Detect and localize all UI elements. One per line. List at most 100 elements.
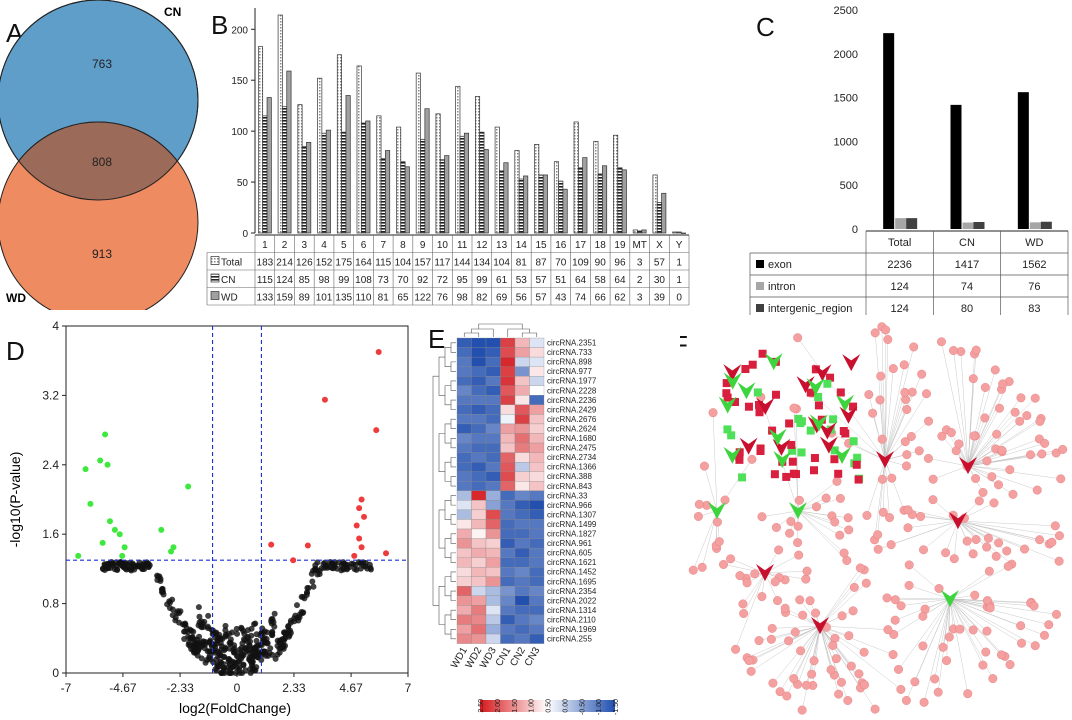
- d-up-point: [361, 513, 368, 520]
- e-cell: [529, 586, 545, 596]
- f-mirna-node: [980, 382, 990, 392]
- f-gene-arrow: [723, 446, 742, 464]
- f-mirna-node: [992, 429, 1002, 439]
- e-color-legend: [480, 700, 615, 712]
- f-mirna-node: [902, 405, 912, 414]
- b-ytick-label: 100: [231, 127, 248, 138]
- b-bar-cn: [420, 138, 426, 234]
- d-down-point: [102, 431, 109, 438]
- d-xtick-label: 0: [234, 681, 241, 695]
- b-bar-total: [652, 174, 658, 234]
- f-mirna-node: [1050, 521, 1060, 531]
- e-cell: [500, 395, 516, 406]
- e-row-label: circRNA.605: [547, 549, 592, 558]
- e-cell: [485, 576, 501, 587]
- b-table-value: 157: [414, 258, 431, 269]
- f-mirna-node: [870, 328, 880, 338]
- f-mirna-node: [1054, 556, 1064, 566]
- f-gene-arrow: [835, 394, 854, 412]
- b-bar-total: [396, 126, 402, 234]
- b-bar-total: [297, 104, 303, 234]
- b-bar-total: [613, 134, 619, 234]
- f-mirna-node: [708, 408, 718, 418]
- f-gene-arrow: [809, 414, 828, 432]
- e-cell: [485, 471, 501, 482]
- e-row-label: circRNA.1314: [547, 606, 597, 615]
- d-up-point: [358, 496, 365, 503]
- b-category-label: 7: [380, 240, 386, 251]
- f-mirna-node: [991, 551, 1001, 561]
- e-row-label: circRNA.977: [547, 367, 592, 376]
- b-bar-cn: [676, 231, 682, 234]
- e-cell: [485, 567, 501, 577]
- e-cell: [485, 423, 501, 434]
- b-category-label: MT: [632, 240, 646, 251]
- f-mirna-node: [801, 680, 811, 690]
- f-mirna-node: [1008, 489, 1018, 499]
- f-mirna-node: [909, 342, 919, 352]
- e-col-label: CN3: [523, 645, 543, 668]
- f-circrna-node: [758, 349, 767, 358]
- e-cell: [456, 528, 472, 539]
- b-bar-total: [593, 140, 599, 234]
- e-cell: [514, 605, 530, 616]
- b-table-value: 57: [535, 293, 547, 304]
- e-cell: [485, 337, 501, 348]
- b-bar-total: [258, 46, 264, 234]
- b-table-value: 89: [299, 293, 311, 304]
- f-mirna-node: [968, 374, 978, 384]
- f-mirna-node: [795, 595, 805, 605]
- f-mirna-node: [1029, 601, 1039, 611]
- e-row-label: circRNA.961: [547, 539, 592, 548]
- f-mirna-node: [983, 533, 993, 543]
- f-mirna-node: [985, 603, 995, 613]
- f-mirna-node: [904, 580, 914, 590]
- e-row-label: circRNA.1680: [547, 434, 597, 443]
- e-cell: [529, 347, 545, 358]
- c-bar-intergenic_region: [1040, 221, 1052, 229]
- f-mirna-node: [933, 687, 943, 697]
- e-cell: [514, 538, 530, 549]
- e-cell: [529, 471, 545, 482]
- b-bar-wd: [621, 169, 627, 234]
- f-circrna-node: [727, 431, 736, 440]
- e-cell: [500, 452, 516, 463]
- b-bar-cn: [617, 167, 623, 234]
- e-row-label: circRNA.966: [547, 501, 592, 510]
- d-up-point: [373, 427, 380, 434]
- f-mirna-node: [946, 428, 956, 437]
- b-table-value: 99: [476, 275, 488, 286]
- f-mirna-node: [835, 493, 845, 503]
- e-row-label: circRNA.1969: [547, 625, 597, 634]
- f-mirna-node: [821, 493, 831, 503]
- b-category-label: Y: [676, 240, 683, 251]
- e-cell: [485, 547, 501, 558]
- b-table-value: 115: [375, 258, 391, 269]
- f-circrna-node: [826, 373, 835, 382]
- c-bar-exon: [1017, 92, 1029, 230]
- e-cell: [514, 471, 530, 482]
- f-mirna-node: [742, 578, 752, 588]
- b-table-value: 152: [316, 258, 333, 269]
- f-circrna-node: [755, 408, 764, 417]
- e-cell: [471, 433, 487, 444]
- b-bar-wd: [325, 129, 331, 234]
- f-mirna-node: [1055, 531, 1064, 541]
- f-mirna-node: [1016, 393, 1026, 403]
- e-cell: [456, 366, 472, 377]
- f-mirna-node: [994, 403, 1004, 413]
- f-mirna-node: [738, 599, 748, 609]
- f-mirna-node: [785, 528, 794, 538]
- b-bar-wd: [641, 229, 647, 234]
- f-mirna-node: [899, 360, 909, 370]
- f-gene-arrow: [819, 436, 838, 454]
- f-mirna-node: [1040, 438, 1050, 448]
- f-mirna-node: [802, 566, 812, 576]
- venn-wd-only: 913: [92, 247, 112, 261]
- b-table-value: 122: [414, 293, 431, 304]
- b-table-value: 164: [355, 258, 372, 269]
- d-xtick-label: 2.33: [282, 681, 306, 695]
- f-mirna-node: [968, 625, 978, 635]
- f-mirna-node: [831, 654, 841, 664]
- e-cell: [471, 404, 487, 415]
